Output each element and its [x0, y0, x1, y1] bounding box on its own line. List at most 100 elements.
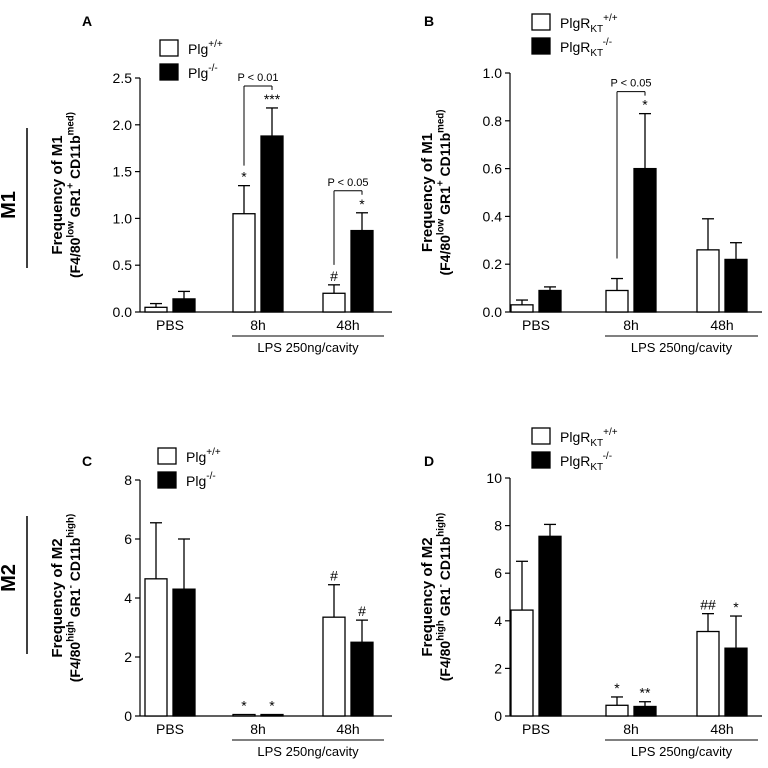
bar	[322, 292, 346, 313]
y-tick-label: 0.2	[483, 256, 503, 272]
significance-label: #	[330, 268, 338, 284]
comparison-label: P < 0.05	[327, 177, 368, 189]
y-tick-label: 1.5	[113, 164, 133, 180]
significance-label: *	[642, 97, 648, 113]
significance-label: **	[640, 685, 651, 701]
row-label-m1-group: M1	[0, 128, 28, 268]
bar	[633, 167, 657, 313]
legend-swatch	[531, 13, 551, 31]
significance-label: ##	[700, 597, 716, 613]
significance-label: *	[614, 680, 620, 696]
y-tick-label: 0.5	[113, 257, 133, 273]
panel-letter: B	[424, 13, 434, 29]
bar	[510, 609, 534, 717]
y-tick-label: 0	[494, 708, 502, 724]
y-tick-label: 10	[486, 470, 502, 486]
bar	[322, 616, 346, 717]
x-tick-label: 8h	[250, 317, 266, 333]
bar	[538, 289, 562, 313]
x-tick-label: 48h	[336, 721, 359, 737]
bar	[510, 304, 534, 313]
significance-label: #	[330, 568, 338, 584]
bar	[696, 630, 720, 717]
group-label: LPS 250ng/cavity	[631, 744, 733, 759]
y-axis-sublabel: (F4/80low​ GR1+​ CD11bmed)​	[436, 109, 453, 275]
legend-swatch	[157, 471, 177, 489]
y-tick-label: 0.4	[483, 208, 503, 224]
significance-label: #	[358, 603, 366, 619]
legend-swatch	[531, 451, 551, 469]
y-tick-label: 6	[494, 565, 502, 581]
bar	[538, 535, 562, 717]
bar	[633, 705, 657, 717]
panel-b: B 0.0 0.2 0.4 0.6 0.8 1.0 Frequency of M1(F4/80…	[419, 13, 762, 355]
legend-label: Plg-/-	[186, 471, 216, 489]
panel-a: A 0.0 0.5 1.0 1.5 2.0 2.5 Frequency of M1(F4/80…	[49, 13, 392, 355]
y-tick-label: 0.6	[483, 161, 503, 177]
x-tick-label: 48h	[336, 317, 359, 333]
y-tick-label: 1.0	[483, 65, 503, 81]
y-tick-label: 2.0	[113, 117, 133, 133]
y-tick-label: 0.0	[483, 304, 503, 320]
comparison-label: P < 0.01	[237, 72, 278, 84]
x-tick-label: PBS	[522, 317, 550, 333]
bar	[172, 588, 196, 717]
bar	[260, 135, 284, 313]
y-axis-label: Frequency of M1	[419, 133, 436, 252]
bar	[144, 578, 168, 717]
y-tick-label: 1.0	[113, 210, 133, 226]
y-tick-label: 4	[124, 590, 132, 606]
y-axis-sublabel: (F4/80high​ GR1-​ CD11bhigh)​	[66, 514, 83, 683]
legend-swatch	[531, 427, 551, 445]
group-label: LPS 250ng/cavity	[631, 340, 733, 355]
significance-label: *	[241, 169, 247, 185]
y-axis-label: Frequency of M1	[49, 135, 66, 254]
panel-letter: C	[82, 453, 92, 469]
bar	[350, 229, 374, 313]
bar	[172, 298, 196, 313]
bar	[232, 713, 256, 717]
legend-label: PlgRKT+/+	[560, 427, 618, 449]
y-tick-label: 4	[494, 613, 502, 629]
significance-label: ***	[264, 91, 281, 107]
bar	[144, 306, 168, 313]
legend-swatch	[159, 39, 179, 57]
bar	[605, 289, 629, 313]
legend-label: Plg-/-	[188, 63, 218, 81]
significance-label: *	[241, 698, 247, 714]
x-tick-label: 48h	[710, 317, 733, 333]
panel-letter: D	[424, 453, 434, 469]
bar	[232, 213, 256, 313]
x-tick-label: 8h	[623, 721, 639, 737]
y-tick-label: 0.0	[113, 304, 133, 320]
group-label: LPS 250ng/cavity	[257, 744, 359, 759]
x-tick-label: PBS	[156, 317, 184, 333]
significance-label: *	[359, 196, 365, 212]
bar	[350, 641, 374, 717]
y-axis-label: Frequency of M2	[419, 537, 436, 656]
y-tick-label: 8	[124, 472, 132, 488]
panel-c: C 0 2 4 6 8 Frequency of M2(F4/80high​ GR1-​ C…	[49, 447, 392, 759]
legend-swatch	[531, 37, 551, 55]
y-tick-label: 2	[124, 649, 132, 665]
y-tick-label: 6	[124, 531, 132, 547]
panel-letter: A	[82, 13, 92, 29]
row-label-m2-group: M2	[0, 516, 28, 654]
x-tick-label: 8h	[623, 317, 639, 333]
panel-d: D 0 2 4 6 8 10 Frequency of M2(F4/80high​ GR1-​…	[419, 427, 762, 759]
y-tick-label: 0	[124, 708, 132, 724]
comparison-label: P < 0.05	[610, 78, 651, 90]
y-axis-sublabel: (F4/80low​ GR1+​ CD11bmed)​	[66, 112, 83, 278]
legend-label: PlgRKT-/-	[560, 37, 612, 59]
legend-label: Plg+/+	[188, 39, 223, 57]
legend-swatch	[157, 447, 177, 465]
y-tick-label: 2	[494, 660, 502, 676]
legend-label: Plg+/+	[186, 447, 221, 465]
bar	[605, 704, 629, 717]
bar	[260, 713, 284, 717]
row-label-m2: M2	[0, 564, 20, 592]
bar	[724, 647, 748, 717]
y-tick-label: 0.8	[483, 113, 503, 129]
